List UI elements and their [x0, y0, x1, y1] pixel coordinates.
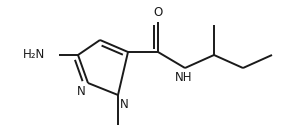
Text: O: O	[154, 6, 163, 19]
Text: N: N	[120, 98, 129, 111]
Text: NH: NH	[175, 71, 193, 84]
Text: N: N	[77, 85, 86, 98]
Text: H₂N: H₂N	[23, 48, 45, 61]
